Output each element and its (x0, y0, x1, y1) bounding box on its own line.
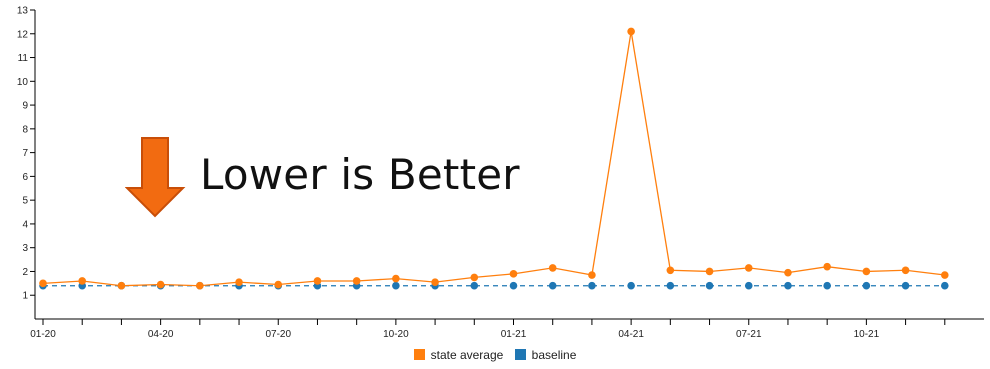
data-point-baseline (744, 281, 753, 290)
data-point-state-average (744, 264, 753, 272)
data-point-baseline (705, 281, 714, 290)
data-point-state-average (901, 266, 910, 275)
data-point-baseline (392, 281, 400, 290)
annotation-text: Lower is Better (200, 150, 520, 199)
data-point-baseline (823, 281, 831, 290)
data-point-baseline (548, 281, 557, 290)
data-point-state-average (940, 271, 949, 279)
legend-item-baseline: baseline (514, 348, 577, 362)
y-tick-label: 13 (17, 6, 29, 17)
data-point-baseline (509, 281, 518, 290)
data-point-state-average (156, 280, 165, 289)
legend-item-state-average: state average (413, 348, 504, 362)
x-tick-label: 10-21 (854, 329, 880, 340)
series-layer (39, 27, 949, 290)
data-point-state-average (431, 278, 439, 286)
legend-swatch-state-average (413, 349, 425, 360)
data-point-state-average (78, 277, 87, 285)
y-tick-label: 5 (22, 196, 28, 207)
legend-label-state-average: state average (430, 348, 504, 362)
x-tick-label: 04-21 (618, 329, 644, 340)
data-point-state-average (509, 270, 518, 278)
data-point-baseline (862, 281, 871, 290)
data-point-baseline (627, 281, 635, 290)
x-tick-label: 10-20 (383, 329, 409, 340)
x-tick-label: 01-21 (501, 329, 527, 340)
data-point-state-average (862, 267, 871, 276)
legend: state average baseline (0, 348, 990, 362)
data-point-state-average (313, 277, 322, 285)
y-tick-label: 3 (22, 243, 28, 254)
y-tick-label: 11 (18, 53, 29, 64)
data-point-state-average (117, 281, 126, 290)
x-tick-label: 04-20 (148, 329, 174, 340)
data-point-state-average (470, 273, 479, 282)
data-point-state-average (548, 264, 557, 272)
y-tick-label: 1 (22, 291, 28, 302)
x-tick-label: 01-20 (30, 329, 56, 340)
data-point-state-average (352, 277, 361, 285)
x-tick-label: 07-21 (736, 329, 762, 340)
data-point-state-average (392, 274, 400, 283)
data-point-state-average (784, 268, 792, 277)
data-point-state-average (705, 267, 714, 276)
y-tick-label: 2 (22, 267, 28, 278)
series-line-state-average (42, 31, 945, 287)
data-point-state-average (196, 281, 204, 290)
data-point-state-average (39, 279, 47, 288)
y-tick-label: 7 (22, 148, 28, 159)
y-tick-label: 9 (22, 101, 28, 112)
y-tick-label: 12 (17, 29, 29, 40)
down-arrow-icon (124, 136, 187, 225)
y-tick-label: 8 (22, 124, 28, 135)
legend-label-baseline: baseline (531, 348, 577, 362)
legend-swatch-baseline (514, 349, 526, 360)
y-tick-label: 10 (17, 77, 29, 88)
data-point-baseline (940, 281, 949, 290)
data-point-baseline (901, 281, 910, 290)
data-point-baseline (470, 281, 479, 290)
data-point-baseline (666, 281, 675, 290)
data-point-state-average (235, 278, 243, 286)
x-tick-label: 07-20 (265, 329, 291, 340)
data-point-baseline (588, 281, 596, 290)
y-tick-label: 4 (22, 219, 28, 230)
x-axis: 01-20 04-20 07-20 10-20 01-21 04-21 07-21 10-21 (30, 318, 984, 340)
y-tick-label: 6 (22, 172, 28, 183)
data-point-state-average (588, 271, 596, 279)
data-point-state-average (274, 280, 283, 289)
data-point-baseline (784, 281, 792, 290)
data-point-state-average (627, 27, 635, 36)
data-point-state-average (666, 266, 675, 275)
data-point-state-average (823, 262, 831, 271)
